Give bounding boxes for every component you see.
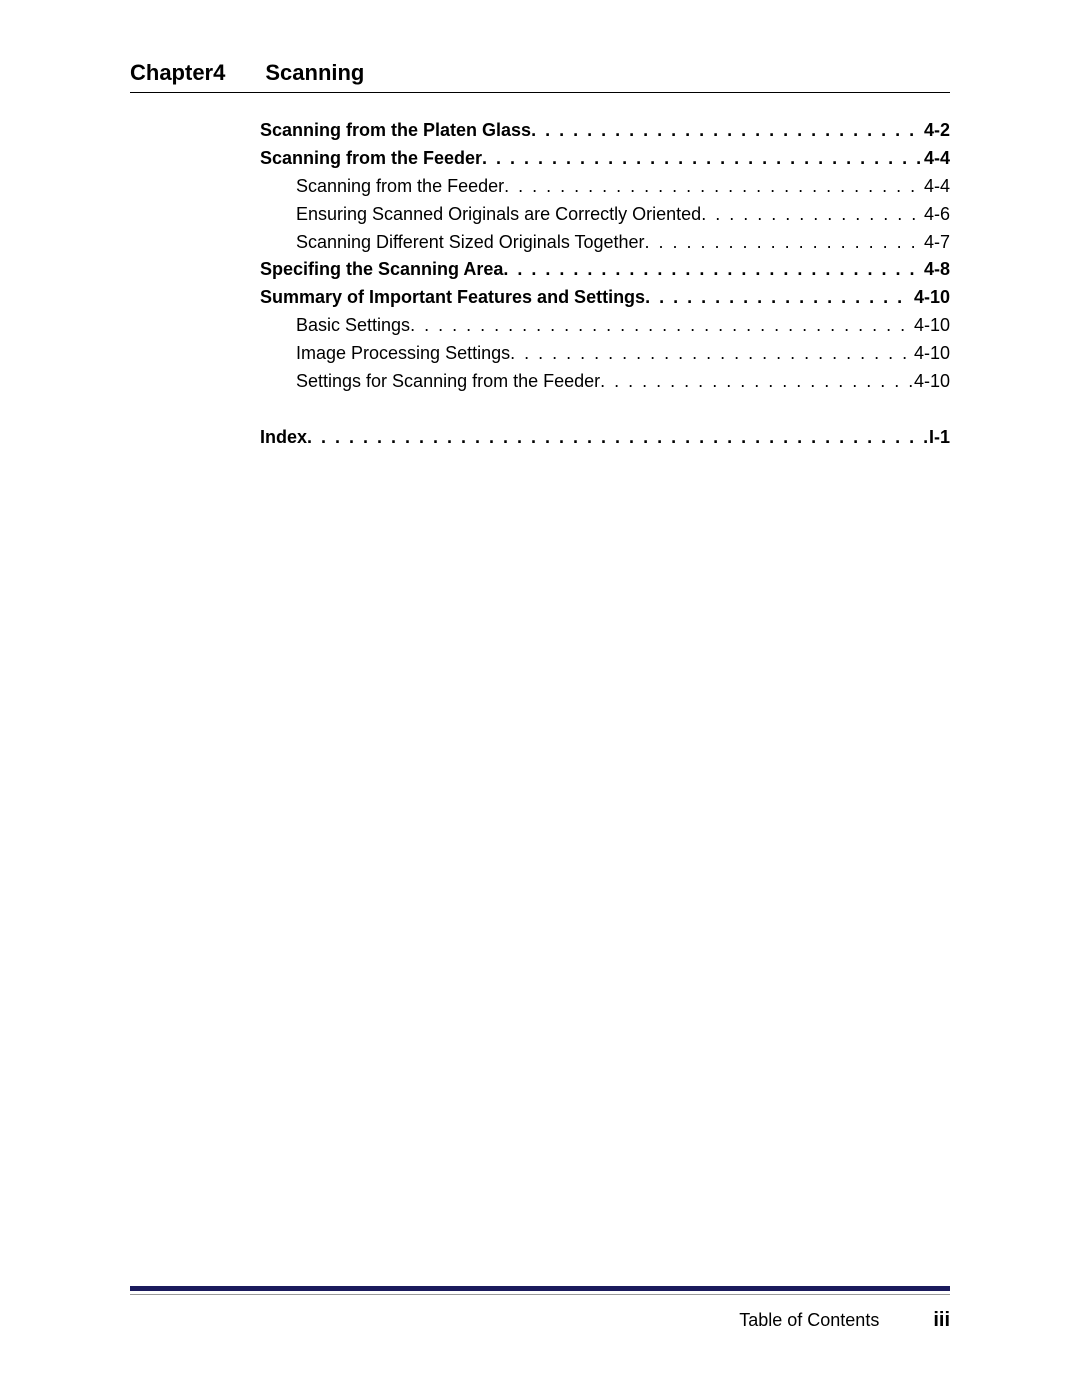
toc-leader xyxy=(645,284,912,312)
toc-entry[interactable]: Settings for Scanning from the Feeder 4-… xyxy=(260,368,950,396)
toc-page: 4-4 xyxy=(922,145,950,173)
toc-page: I-1 xyxy=(927,424,950,452)
toc-leader xyxy=(701,201,922,229)
toc-title: Index xyxy=(260,424,307,452)
toc-page: 4-10 xyxy=(912,368,950,396)
footer-rule-primary xyxy=(130,1286,950,1291)
toc-page: 4-6 xyxy=(922,201,950,229)
toc-leader xyxy=(410,312,912,340)
toc-list: Scanning from the Platen Glass 4-2 Scann… xyxy=(260,117,950,452)
toc-title: Scanning from the Feeder xyxy=(260,145,482,173)
toc-entry[interactable]: Ensuring Scanned Originals are Correctly… xyxy=(260,201,950,229)
footer-section-label: Table of Contents xyxy=(739,1310,879,1331)
toc-title: Specifing the Scanning Area xyxy=(260,256,503,284)
toc-entry[interactable]: Specifing the Scanning Area 4-8 xyxy=(260,256,950,284)
toc-entry[interactable]: Scanning from the Feeder 4-4 xyxy=(260,173,950,201)
toc-title: Scanning Different Sized Originals Toget… xyxy=(260,229,645,257)
toc-title: Scanning from the Feeder xyxy=(260,173,504,201)
toc-title: Summary of Important Features and Settin… xyxy=(260,284,645,312)
toc-page: 4-8 xyxy=(922,256,950,284)
toc-page: 4-10 xyxy=(912,340,950,368)
footer-page-number: iii xyxy=(933,1309,950,1332)
chapter-header: Chapter4 Scanning xyxy=(130,60,950,93)
toc-title: Settings for Scanning from the Feeder xyxy=(260,368,600,396)
footer-rule-secondary xyxy=(130,1294,950,1295)
toc-leader xyxy=(504,173,922,201)
toc-leader xyxy=(645,229,922,257)
toc-page: 4-7 xyxy=(922,229,950,257)
toc-leader xyxy=(531,117,922,145)
toc-title: Scanning from the Platen Glass xyxy=(260,117,531,145)
toc-entry[interactable]: Scanning Different Sized Originals Toget… xyxy=(260,229,950,257)
toc-page: 4-10 xyxy=(912,284,950,312)
toc-leader xyxy=(503,256,922,284)
toc-entry[interactable]: Basic Settings 4-10 xyxy=(260,312,950,340)
toc-title: Basic Settings xyxy=(260,312,410,340)
toc-title: Ensuring Scanned Originals are Correctly… xyxy=(260,201,701,229)
toc-entry-index[interactable]: Index I-1 xyxy=(260,424,950,452)
toc-entry[interactable]: Image Processing Settings 4-10 xyxy=(260,340,950,368)
toc-title: Image Processing Settings xyxy=(260,340,510,368)
toc-page: 4-10 xyxy=(912,312,950,340)
toc-leader xyxy=(600,368,912,396)
footer-text: Table of Contents iii xyxy=(130,1309,950,1332)
toc-page: 4-4 xyxy=(922,173,950,201)
toc-entry[interactable]: Scanning from the Platen Glass 4-2 xyxy=(260,117,950,145)
page-footer: Table of Contents iii xyxy=(130,1286,950,1332)
chapter-label: Chapter4 xyxy=(130,60,225,86)
toc-leader xyxy=(482,145,922,173)
toc-leader xyxy=(510,340,912,368)
toc-leader xyxy=(307,424,927,452)
chapter-title: Scanning xyxy=(265,60,364,86)
toc-entry[interactable]: Summary of Important Features and Settin… xyxy=(260,284,950,312)
toc-entry[interactable]: Scanning from the Feeder 4-4 xyxy=(260,145,950,173)
page: Chapter4 Scanning Scanning from the Plat… xyxy=(0,0,1080,1388)
toc-index-block: Index I-1 xyxy=(260,424,950,452)
toc-page: 4-2 xyxy=(922,117,950,145)
